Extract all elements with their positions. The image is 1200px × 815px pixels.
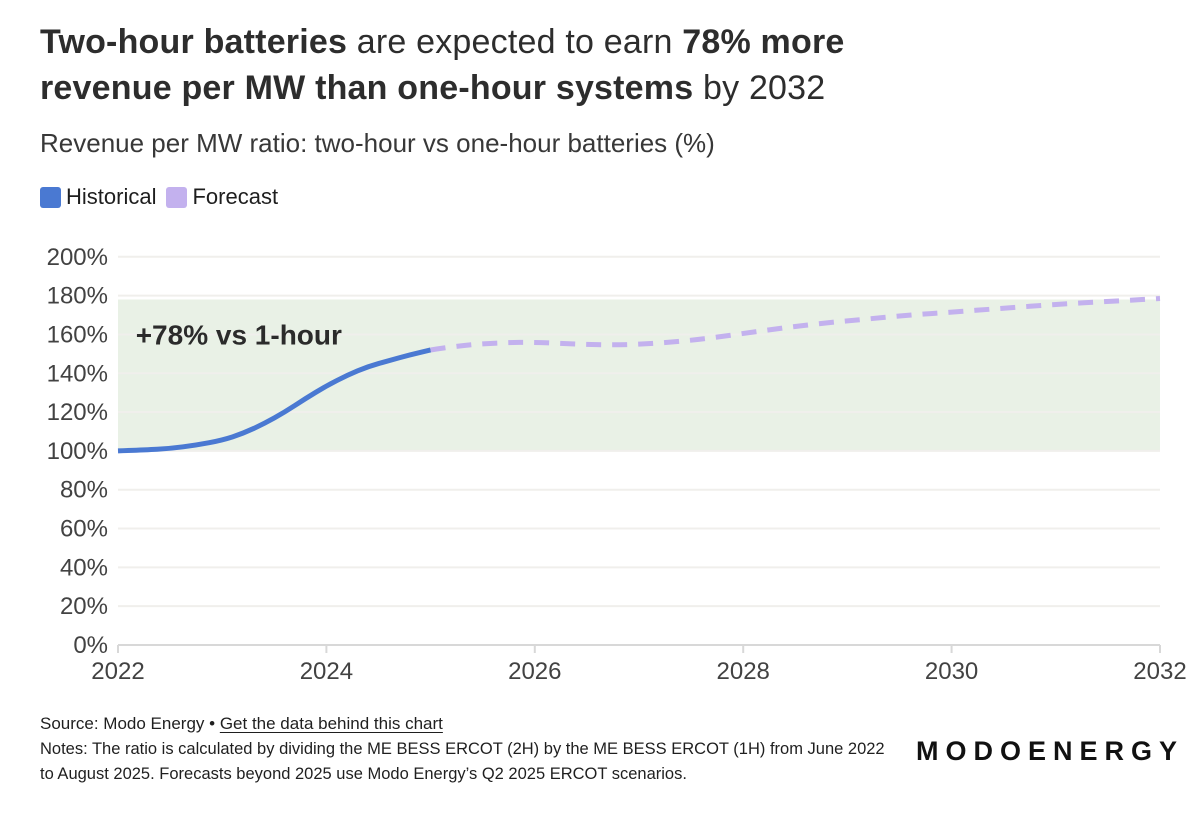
legend-item-historical: Historical — [40, 184, 156, 210]
x-axis-label: 2022 — [91, 658, 144, 685]
source-line: Source: Modo Energy • Get the data behin… — [40, 712, 885, 736]
legend-label: Forecast — [192, 184, 279, 209]
data-link[interactable]: Get the data behind this chart — [219, 714, 443, 733]
y-axis-label: 120% — [47, 399, 108, 426]
modoenergy-logo: MODOENERGY — [915, 736, 1184, 766]
page-title: Two-hour batteries are expected to earn … — [40, 19, 1160, 111]
forecast-line — [430, 296, 1161, 353]
title-regular-2: by 2032 — [693, 69, 826, 107]
x-axis-label: 2026 — [508, 658, 561, 685]
title-line-2: revenue per MW than one-hour systems by … — [40, 65, 1160, 111]
y-axis-label: 140% — [47, 360, 108, 387]
title-line-1: Two-hour batteries are expected to earn … — [40, 19, 1160, 65]
source-text: Source: Modo Energy • — [40, 714, 220, 733]
notes-text: Notes: The ratio is calculated by dividi… — [40, 740, 885, 783]
x-axis-label: 2024 — [300, 658, 353, 685]
target-band — [118, 299, 1160, 451]
legend-swatch-historical — [40, 186, 61, 208]
x-axis-label: 2028 — [717, 658, 770, 685]
chart-legend: Historical Forecast — [40, 184, 1160, 210]
title-regular-1: are expected to earn — [347, 23, 683, 61]
y-axis-label: 0% — [73, 632, 108, 659]
chart-footer: Source: Modo Energy • Get the data behin… — [40, 712, 885, 787]
x-axis-label: 2032 — [1133, 658, 1186, 685]
chart-area: 0% 20% 40% 60% 80% 100% 120% 140% 160% 180% 200% 20… — [0, 238, 1200, 708]
y-axis-label: 100% — [47, 438, 108, 465]
legend-swatch-forecast — [166, 186, 188, 208]
y-axis-label: 40% — [60, 554, 108, 581]
title-bold-1: Two-hour batteries — [40, 23, 348, 61]
legend-item-forecast: Forecast — [166, 184, 278, 210]
historical-line — [117, 347, 432, 454]
title-bold-3: revenue per MW than one-hour systems — [40, 69, 694, 107]
annotation-label: +78% vs 1-hour — [136, 319, 342, 350]
y-axis-label: 80% — [60, 477, 108, 504]
legend-label: Historical — [66, 184, 157, 209]
x-axis-label: 2030 — [925, 658, 978, 685]
y-axis-label: 60% — [60, 516, 108, 543]
y-axis-label: 160% — [47, 321, 108, 348]
y-axis-label: 20% — [60, 593, 108, 620]
line-chart: 0% 20% 40% 60% 80% 100% 120% 140% 160% 180% 200% 20… — [47, 244, 1187, 685]
title-bold-2: 78% more — [682, 23, 845, 61]
y-axis-label: 180% — [47, 283, 108, 310]
y-axis-label: 200% — [47, 244, 108, 271]
chart-subtitle: Revenue per MW ratio: two-hour vs one-ho… — [40, 128, 715, 158]
